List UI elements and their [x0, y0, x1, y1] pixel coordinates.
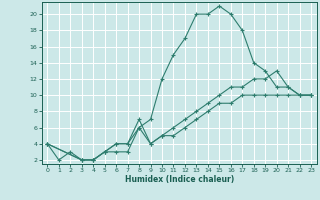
X-axis label: Humidex (Indice chaleur): Humidex (Indice chaleur): [124, 175, 234, 184]
